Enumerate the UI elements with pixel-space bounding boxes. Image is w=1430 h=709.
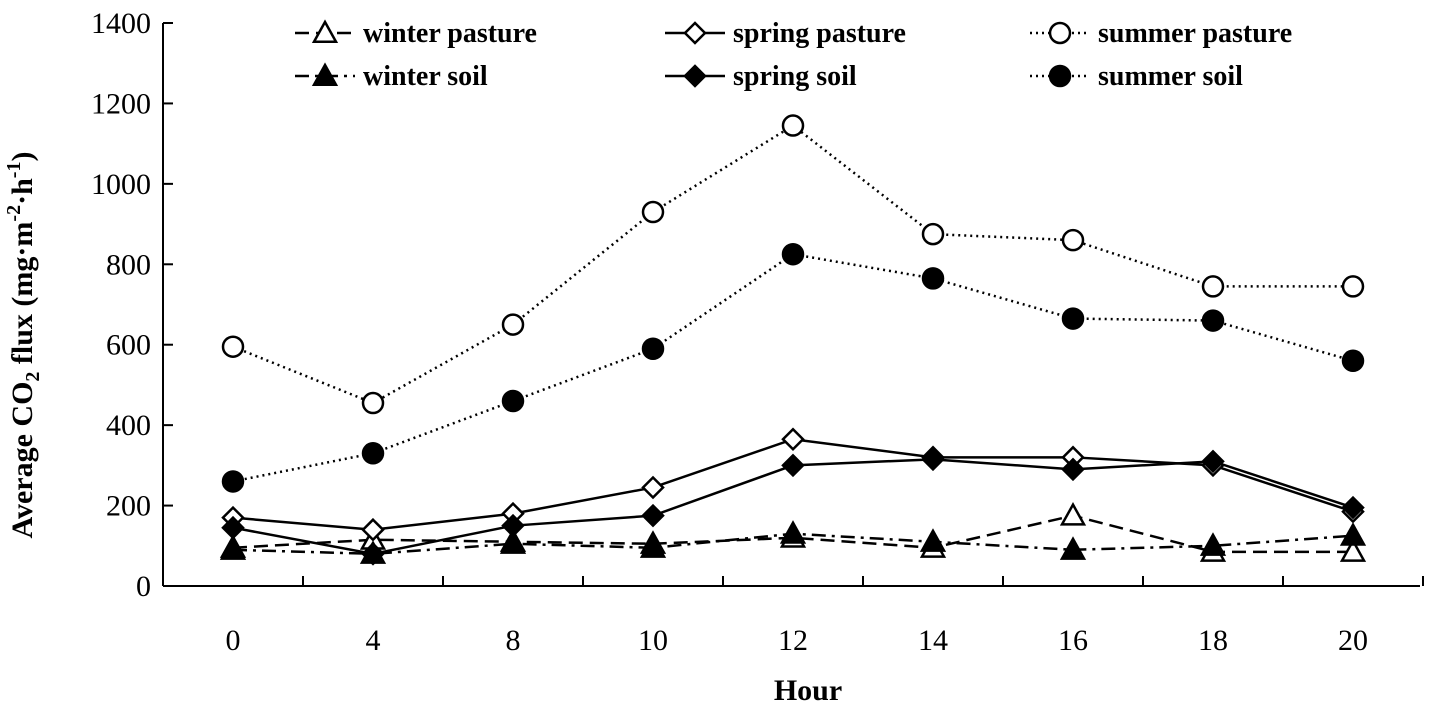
y-axis-title-sub: 2: [22, 372, 44, 382]
legend-label: summer pasture: [1098, 18, 1292, 49]
y-tick-label: 800: [106, 248, 151, 281]
series-line: [232, 252, 1354, 483]
data-point: [501, 313, 525, 336]
legend-label: spring soil: [733, 61, 857, 92]
data-point: [1059, 536, 1087, 560]
data-point: [781, 242, 805, 266]
data-point: [1201, 309, 1225, 332]
data-point: [781, 453, 805, 478]
data-point: [1061, 457, 1085, 482]
series-summer-soil: [221, 242, 1365, 493]
x-tick-label: 18: [1198, 624, 1228, 657]
data-point: [221, 335, 245, 358]
y-axis-title-part: flux (mg·m: [6, 222, 39, 372]
data-point: [921, 267, 945, 290]
data-point: [1059, 502, 1087, 526]
axes: 0 200 400 600 800 1000 1200 1400 0 4 8 10 12 14 16 18 20: [91, 7, 1424, 657]
y-tick-label: 1400: [91, 7, 151, 40]
data-point: [499, 530, 527, 554]
data-point: [1201, 275, 1225, 298]
legend-marker: [311, 19, 339, 44]
data-point: [361, 542, 385, 566]
data-point: [779, 520, 807, 544]
data-point: [639, 534, 667, 558]
x-tick-label: 16: [1058, 624, 1088, 657]
data-point: [1201, 449, 1225, 474]
series-summer-pasture: [221, 114, 1365, 415]
data-point: [221, 470, 245, 493]
data-point: [361, 391, 385, 415]
data-point: [1339, 522, 1367, 546]
legend-label: spring pasture: [733, 18, 906, 49]
legend-item: summer soil: [1030, 61, 1243, 92]
legend-marker: [683, 64, 707, 88]
series-winter-soil: [219, 520, 1367, 564]
x-tick-label: 20: [1338, 624, 1368, 657]
data-point: [1341, 349, 1365, 373]
legend: winter pasture spring pasture summer pastu…: [295, 18, 1292, 92]
data-point: [641, 503, 665, 528]
legend-item: winter soil: [295, 61, 488, 92]
y-axis-title-sup: -1: [3, 162, 25, 179]
series-layer: [219, 114, 1367, 566]
legend-item: winter pasture: [295, 18, 537, 49]
y-axis-title: Average CO2 flux (mg·m-2·h-1): [3, 152, 44, 539]
data-point: [361, 442, 385, 465]
y-tick-label: 0: [136, 570, 151, 603]
legend-item: spring soil: [665, 61, 857, 92]
data-point: [921, 447, 945, 472]
y-tick-label: 400: [106, 409, 151, 442]
data-point: [919, 528, 947, 552]
legend-item: spring pasture: [665, 18, 906, 49]
y-axis-title-sup: -2: [3, 205, 25, 222]
data-point: [641, 475, 665, 500]
x-tick-label: 0: [226, 624, 241, 657]
data-point: [361, 517, 385, 542]
x-tick-label: 14: [918, 624, 948, 657]
data-point: [1341, 495, 1365, 520]
legend-label: winter pasture: [363, 18, 537, 49]
data-point: [641, 337, 665, 360]
data-point: [221, 515, 245, 540]
legend-marker: [1048, 21, 1072, 45]
legend-marker: [683, 21, 707, 45]
y-tick-label: 200: [106, 490, 151, 523]
data-point: [781, 114, 805, 137]
series-spring-soil: [221, 447, 1365, 566]
x-axis-title: Hour: [774, 674, 842, 707]
legend-label: winter soil: [363, 61, 488, 92]
y-axis-title-part: Average CO: [6, 382, 39, 539]
x-tick-label: 12: [778, 624, 808, 657]
legend-marker: [311, 62, 339, 87]
x-tick-label: 8: [506, 624, 521, 657]
data-point: [921, 222, 945, 246]
data-point: [1199, 532, 1227, 556]
y-tick-label: 1000: [91, 168, 151, 201]
y-axis-title-part: ·h: [6, 178, 39, 205]
series-line: [232, 437, 1354, 531]
legend-label: summer soil: [1098, 61, 1243, 92]
data-point: [501, 389, 525, 413]
legend-item: summer pasture: [1030, 18, 1292, 49]
y-tick-label: 600: [106, 329, 151, 362]
data-point: [1339, 538, 1367, 562]
data-point: [781, 427, 805, 451]
data-point: [1061, 307, 1085, 330]
data-point: [219, 536, 247, 560]
y-tick-label: 1200: [91, 87, 151, 120]
data-point: [1341, 275, 1365, 298]
y-axis-title-part: ): [6, 152, 39, 162]
x-tick-label: 4: [366, 624, 381, 657]
x-tick-label: 10: [638, 624, 668, 657]
legend-marker: [1048, 64, 1072, 88]
data-point: [1061, 228, 1085, 252]
data-point: [501, 513, 525, 538]
data-point: [641, 200, 665, 224]
